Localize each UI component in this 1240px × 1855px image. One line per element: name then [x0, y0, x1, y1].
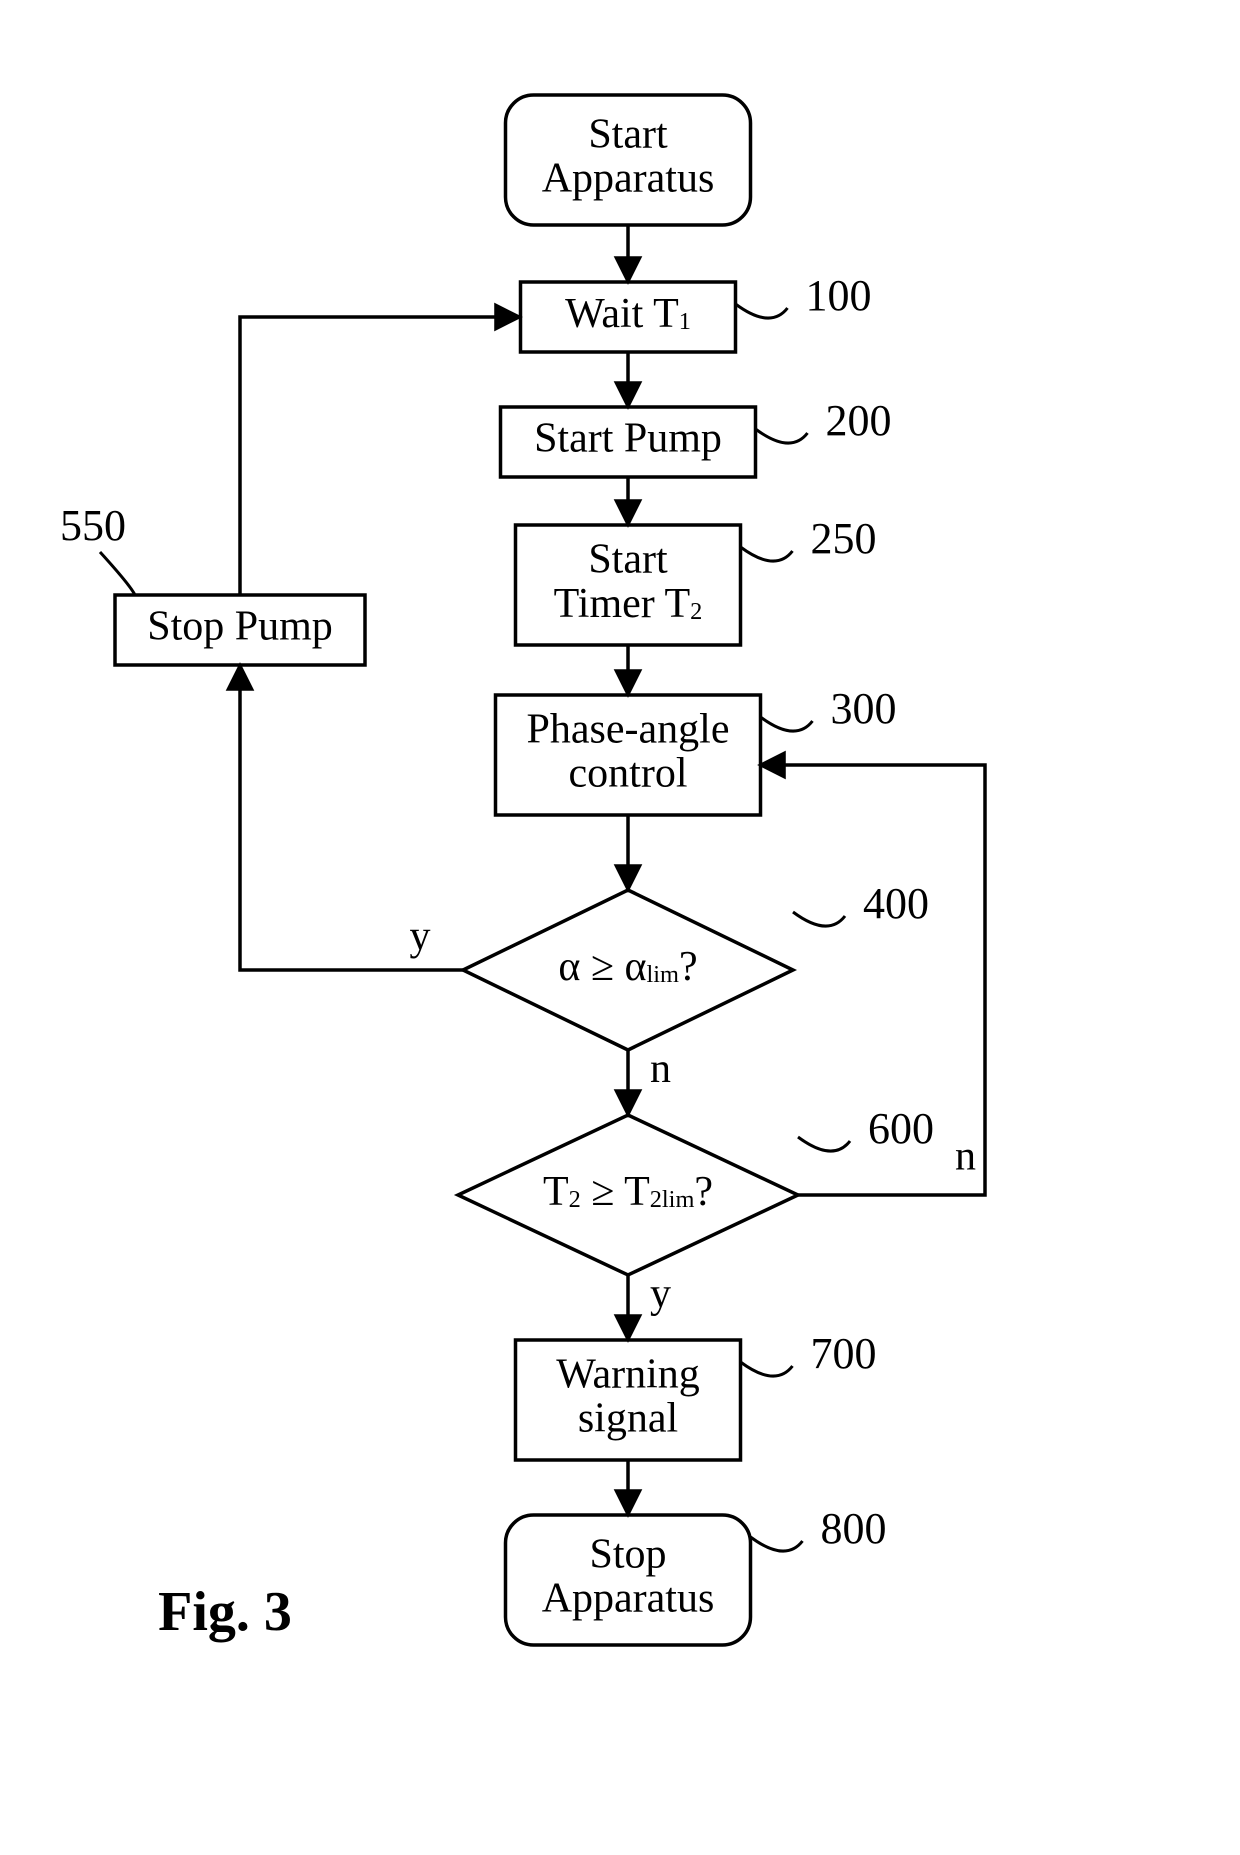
node-wait: Wait T1	[521, 282, 736, 352]
leader-timer	[741, 547, 793, 561]
leader-spump	[756, 429, 808, 443]
node-warn-line-0: Warning	[556, 1352, 700, 1398]
leader-dec1	[793, 912, 845, 926]
node-phase: Phase-anglecontrol	[496, 695, 761, 815]
leader-stoppump	[100, 552, 135, 595]
node-timer: StartTimer T2	[516, 525, 741, 645]
leader-warn	[741, 1362, 793, 1376]
flowchart-figure: StartApparatusWait T1100Start Pump200Sta…	[0, 0, 1240, 1855]
decision-t2-text: T2 ≥ T2lim?	[543, 1169, 713, 1215]
node-timer-line-0: Start	[588, 537, 668, 583]
ref-warn: 700	[811, 1329, 877, 1378]
ref-dec1: 400	[863, 879, 929, 928]
node-start-line-0: Start	[588, 112, 668, 158]
ref-timer: 250	[811, 514, 877, 563]
node-dec2: T2 ≥ T2lim?	[458, 1115, 798, 1275]
node-stoppump-line-0: Stop Pump	[147, 604, 333, 650]
leader-stop	[751, 1537, 803, 1551]
decision-alpha-text: α ≥ αlim?	[558, 944, 697, 990]
edge-label-dec1-dec2: n	[650, 1046, 671, 1092]
node-stop: StopApparatus	[506, 1515, 751, 1645]
node-stop-line-0: Stop	[589, 1532, 666, 1578]
ref-phase: 300	[831, 684, 897, 733]
node-warn: Warningsignal	[516, 1340, 741, 1460]
node-dec1: α ≥ αlim?	[463, 890, 793, 1050]
node-phase-line-0: Phase-angle	[527, 707, 730, 753]
edge-label-dec2-warn: y	[650, 1271, 671, 1317]
ref-stop: 800	[821, 1504, 887, 1553]
leader-wait	[736, 304, 788, 318]
edge-label-dec2-n: n	[955, 1134, 976, 1180]
ref-dec2: 600	[868, 1104, 934, 1153]
node-start-line-1: Apparatus	[542, 156, 715, 202]
node-phase-line-1: control	[569, 751, 688, 797]
leader-dec2	[798, 1137, 850, 1151]
leader-phase	[761, 717, 813, 731]
node-wait-line-0: Wait T1	[565, 291, 691, 337]
node-start: StartApparatus	[506, 95, 751, 225]
ref-stoppump: 550	[60, 501, 126, 550]
ref-wait: 100	[806, 271, 872, 320]
edge-stoppump-wait	[240, 317, 520, 595]
node-spump-line-0: Start Pump	[534, 416, 722, 462]
node-stop-line-1: Apparatus	[542, 1576, 715, 1622]
node-spump: Start Pump	[501, 407, 756, 477]
node-stoppump: Stop Pump	[115, 595, 365, 665]
node-timer-line-1: Timer T2	[554, 581, 703, 627]
ref-spump: 200	[826, 396, 892, 445]
figure-label: Fig. 3	[158, 1581, 292, 1643]
edge-label-dec1-y: y	[410, 914, 431, 960]
node-warn-line-1: signal	[578, 1396, 678, 1442]
